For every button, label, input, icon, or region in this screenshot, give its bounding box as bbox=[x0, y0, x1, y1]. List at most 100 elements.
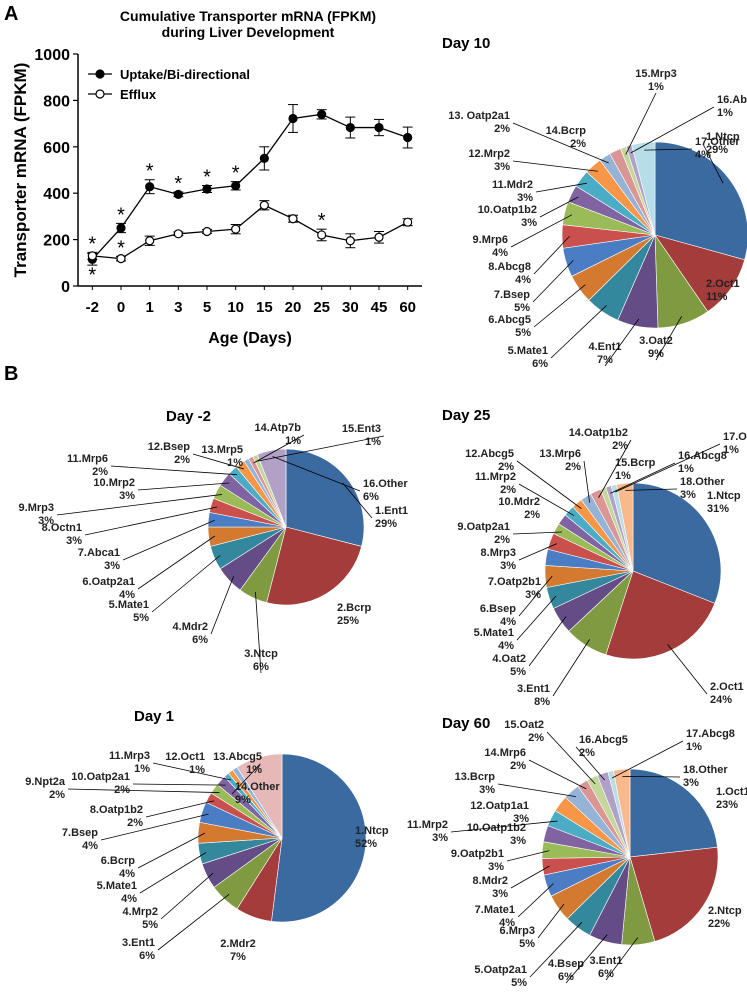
pie-title: Day -2 bbox=[166, 408, 211, 425]
slice-percent: 2% bbox=[570, 138, 586, 150]
data-point bbox=[317, 230, 327, 240]
slice-name: 16.Abcg8 bbox=[678, 450, 727, 462]
legend-marker bbox=[95, 69, 105, 79]
slice-percent: 8% bbox=[534, 696, 550, 708]
slice-percent: 29% bbox=[706, 144, 728, 156]
series-line bbox=[92, 204, 408, 260]
slice-name: 17.Other bbox=[695, 136, 740, 148]
pie-title: Day 1 bbox=[134, 708, 174, 725]
data-point bbox=[173, 189, 183, 199]
slice-percent: 5% bbox=[515, 327, 531, 339]
leader-line bbox=[145, 800, 215, 818]
significance-star: * bbox=[88, 264, 96, 286]
slice-name: 12.Oatp1a1 bbox=[470, 800, 529, 812]
slice-name: 8.Oatp1b2 bbox=[90, 804, 143, 816]
slice-percent: 2% bbox=[510, 760, 526, 772]
leader-line bbox=[546, 731, 596, 785]
leader-line bbox=[622, 776, 681, 778]
slice-name: 1.Ent1 bbox=[375, 505, 408, 517]
leader-line bbox=[615, 443, 721, 493]
slice-percent: 4% bbox=[492, 247, 508, 259]
data-point bbox=[116, 254, 126, 264]
slice-percent: 4% bbox=[695, 149, 711, 161]
slice-name: 3.Ent1 bbox=[589, 955, 622, 967]
slice-name: 18.Other bbox=[680, 476, 725, 488]
data-point bbox=[345, 122, 355, 133]
slice-percent: 22% bbox=[708, 918, 730, 930]
slice-name: 10.Mdr2 bbox=[498, 496, 540, 508]
slice-percent: 5% bbox=[514, 302, 530, 314]
slice-percent: 3% bbox=[479, 784, 495, 796]
slice-name: 17.Oatp1a4 bbox=[723, 431, 747, 443]
leader-line bbox=[529, 921, 583, 978]
slice-percent: 1% bbox=[615, 470, 631, 482]
slice-name: 8.Mrp3 bbox=[481, 547, 516, 559]
leader-line bbox=[137, 535, 216, 590]
leader-line bbox=[630, 106, 715, 154]
pie-wedges bbox=[197, 753, 367, 923]
data-point bbox=[403, 217, 413, 227]
x-tick-label: 1 bbox=[145, 299, 153, 316]
slice-percent: 5% bbox=[519, 938, 535, 950]
leader-line bbox=[255, 591, 262, 674]
leader-line bbox=[253, 434, 305, 464]
leader-line bbox=[510, 865, 550, 889]
slice-percent: 2% bbox=[524, 509, 540, 521]
slice-name: 1.Ntcp bbox=[355, 825, 389, 837]
leader-line bbox=[517, 883, 554, 918]
slice-name: 10.Mrp2 bbox=[93, 477, 135, 489]
data-point bbox=[145, 236, 155, 246]
data-point bbox=[403, 132, 413, 143]
x-axis-label: Age (Days) bbox=[208, 330, 292, 347]
slice-percent: 3% bbox=[488, 861, 504, 873]
slice-percent: 3% bbox=[494, 161, 510, 173]
leader-line bbox=[512, 122, 609, 164]
slice-name: 13.Bcrp bbox=[455, 771, 496, 783]
leader-line bbox=[552, 639, 590, 697]
slice-percent: 5% bbox=[511, 977, 527, 989]
slice-name: 14.Mrp6 bbox=[484, 747, 526, 759]
leader-line bbox=[518, 575, 553, 617]
slice-percent: 2% bbox=[49, 789, 65, 801]
leader-line bbox=[210, 575, 235, 635]
slice-percent: 3% bbox=[104, 560, 120, 572]
leader-line bbox=[56, 494, 223, 516]
slice-name: 6.Bsep bbox=[480, 603, 516, 615]
pie-title: Day 60 bbox=[442, 715, 490, 732]
slice-percent: 25% bbox=[337, 615, 359, 627]
x-tick-label: 10 bbox=[227, 299, 244, 316]
slice-name: 7.Bsep bbox=[62, 827, 98, 839]
leader-line bbox=[137, 482, 230, 491]
significance-star: * bbox=[232, 163, 240, 185]
panel-label-a: A bbox=[4, 3, 18, 25]
slice-percent: 2% bbox=[498, 461, 514, 473]
slice-percent: 2% bbox=[92, 466, 108, 478]
slice-percent: 9% bbox=[235, 794, 251, 806]
legend-marker bbox=[95, 89, 105, 99]
slice-name: 6.Mrp3 bbox=[500, 925, 535, 937]
